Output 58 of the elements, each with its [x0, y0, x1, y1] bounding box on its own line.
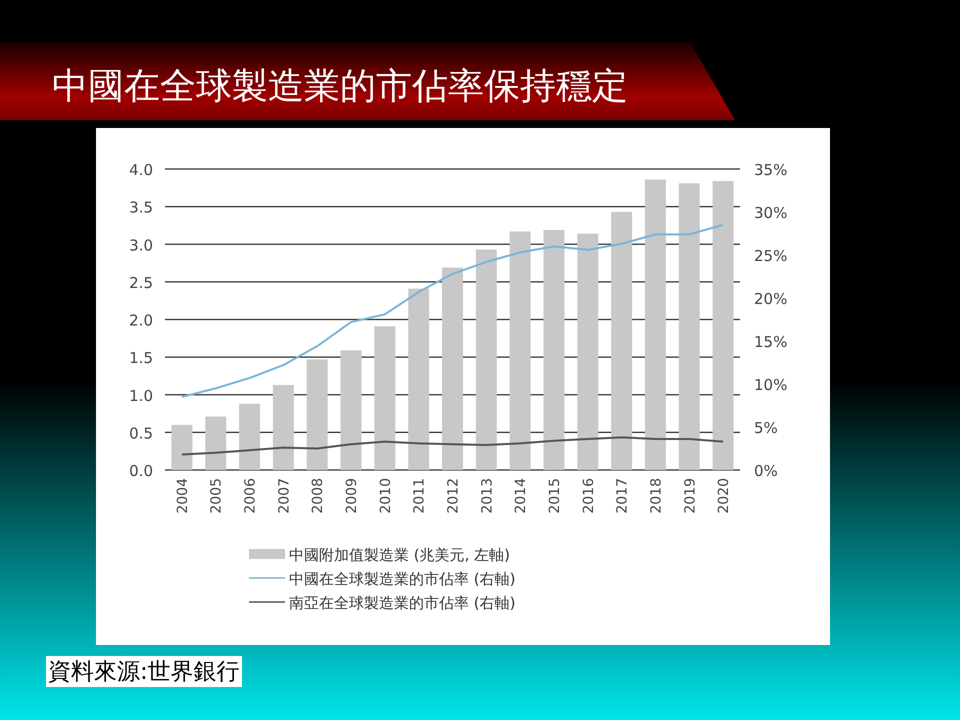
bar: [340, 350, 362, 470]
y2-tick-label: 5%: [754, 419, 778, 437]
y-tick-label: 0.5: [129, 424, 153, 442]
x-tick-label: 2004: [174, 478, 191, 514]
y-tick-label: 0.0: [129, 462, 153, 480]
y-tick-label: 4.0: [129, 161, 153, 179]
x-tick-label: 2018: [648, 478, 664, 514]
y2-tick-label: 15%: [754, 333, 788, 351]
line-series: [180, 436, 724, 456]
x-tick-label: 2013: [479, 478, 496, 514]
y2-tick-label: 10%: [754, 376, 788, 394]
y2-tick-label: 25%: [754, 247, 788, 265]
y2-tick-label: 35%: [754, 161, 788, 179]
x-tick-label: 2006: [242, 478, 259, 514]
bar: [712, 181, 734, 470]
legend-label: 中國在全球製造業的市佔率 (右軸): [289, 570, 516, 588]
bar: [306, 359, 328, 470]
x-tick-label: 2010: [378, 478, 394, 514]
y-tick-label: 1.5: [129, 349, 153, 368]
x-tick-label: 2009: [344, 478, 360, 514]
y2-tick-label: 0%: [754, 462, 778, 480]
y-tick-label: 2.5: [129, 274, 153, 292]
bar: [442, 268, 463, 470]
y-tick-label: 3.0: [129, 236, 153, 254]
bar: [171, 424, 192, 470]
legend-label: 中國附加值製造業 (兆美元, 左軸): [289, 546, 510, 564]
x-tick-label: 2016: [580, 478, 597, 514]
bar: [272, 384, 294, 470]
legend-label: 南亞在全球製造業的市佔率 (右軸): [289, 594, 516, 612]
source-note: 資料來源:世界銀行: [46, 656, 242, 687]
line-series: [180, 224, 724, 398]
bar: [611, 212, 632, 470]
bar: [205, 416, 226, 470]
chart-title: 中國在全球製造業的市佔率保持穩定: [52, 65, 628, 109]
x-tick-label: 2015: [546, 478, 563, 514]
y-tick-label: 1.0: [129, 386, 153, 405]
x-tick-label: 2019: [682, 478, 698, 514]
x-tick-label: 2017: [614, 478, 631, 514]
x-tick-label: 2008: [310, 478, 326, 514]
bar: [543, 230, 564, 470]
x-tick-label: 2011: [412, 478, 428, 514]
x-tick-label: 2020: [716, 478, 732, 514]
bar: [239, 404, 260, 470]
bar: [678, 183, 700, 470]
bar: [476, 250, 497, 470]
bar: [644, 180, 666, 470]
bar: [577, 234, 598, 470]
y2-tick-label: 20%: [754, 290, 788, 308]
x-tick-label: 2005: [208, 478, 225, 514]
bar: [408, 288, 430, 470]
x-tick-label: 2012: [446, 478, 462, 514]
y-tick-label: 3.5: [129, 198, 153, 217]
bar: [510, 231, 531, 470]
x-tick-label: 2014: [513, 478, 530, 514]
x-tick-label: 2007: [276, 478, 292, 514]
y2-tick-label: 30%: [754, 204, 788, 222]
y-tick-label: 2.0: [129, 312, 153, 330]
bar: [374, 326, 396, 470]
